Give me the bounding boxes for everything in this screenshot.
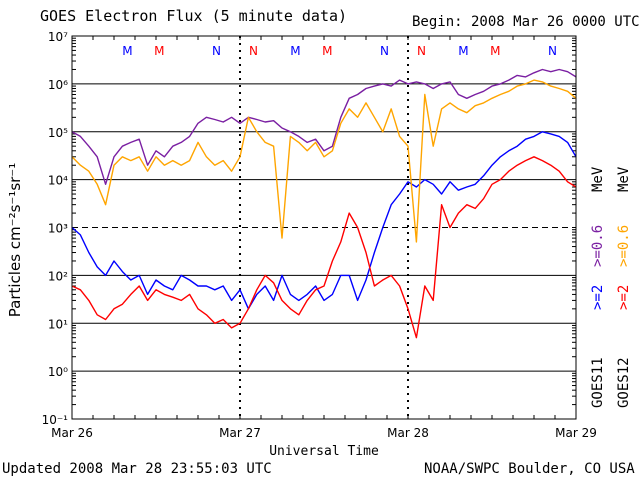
- plot-frame: [71, 35, 577, 420]
- mn-marker: N: [212, 44, 221, 58]
- x-tick-label: Mar 26: [51, 426, 93, 440]
- y-tick-label: 10⁴: [48, 174, 68, 188]
- chart-title: GOES Electron Flux (5 minute data): [40, 7, 348, 25]
- legend: >=2 >=0.6 MeV >=2 >=0.6 MeV GOES11 GOES1…: [590, 166, 632, 408]
- series-line-1: [71, 68, 577, 186]
- series-layer: [71, 68, 577, 339]
- mn-marker: M: [490, 44, 500, 58]
- y-tick-label: 10²: [48, 269, 68, 283]
- mn-marker: N: [249, 44, 258, 58]
- y-axis-label: Particles cm⁻²s⁻¹sr⁻¹: [6, 163, 24, 317]
- series-line-3: [71, 79, 577, 243]
- legend-goes11-label: GOES11: [590, 357, 606, 408]
- y-tick-labels: 10⁻¹ 10⁰ 10¹ 10² 10³ 10⁴ 10⁵ 10⁶ 10⁷: [42, 30, 69, 427]
- y-tick-label: 10³: [48, 222, 68, 236]
- day-boundaries: [71, 36, 556, 419]
- mn-marker: M: [154, 44, 164, 58]
- mn-marker: M: [122, 44, 132, 58]
- y-tick-label: 10¹: [48, 317, 68, 331]
- y-tick-label: 10⁶: [48, 78, 68, 92]
- grid-layer: [72, 37, 576, 406]
- series-line-2: [71, 156, 577, 339]
- mn-marker: M: [322, 44, 332, 58]
- updated-timestamp: Updated 2008 Mar 28 23:55:03 UTC: [2, 461, 272, 477]
- credit-line: NOAA/SWPC Boulder, CO USA: [424, 461, 635, 477]
- x-tick-label: Mar 27: [219, 426, 261, 440]
- y-tick-label: 10⁵: [48, 126, 68, 140]
- mn-marker: N: [417, 44, 426, 58]
- y-tick-label: 10⁰: [48, 365, 68, 379]
- legend-goes12-ge06: >=0.6: [616, 225, 632, 267]
- y-tick-label: 10⁻¹: [42, 413, 69, 427]
- series-line-0: [71, 131, 577, 310]
- x-tick-labels: Mar 26 Mar 27 Mar 28 Mar 29: [51, 426, 597, 440]
- begin-date: Begin: 2008 Mar 26 0000 UTC: [412, 14, 640, 30]
- y-tick-label: 10⁷: [48, 30, 68, 44]
- mn-marker: M: [290, 44, 300, 58]
- legend-goes11-ge2: >=2: [590, 285, 606, 310]
- legend-goes12-unit: MeV: [616, 166, 632, 192]
- mn-marker: N: [548, 44, 557, 58]
- x-axis-label: Universal Time: [269, 444, 379, 459]
- legend-goes11-ge06: >=0.6: [590, 225, 606, 267]
- x-tick-label: Mar 28: [387, 426, 429, 440]
- mn-marker: M: [458, 44, 468, 58]
- mn-marker: N: [380, 44, 389, 58]
- legend-goes11-unit: MeV: [590, 166, 606, 192]
- legend-goes12-ge2: >=2: [616, 285, 632, 310]
- legend-goes12-label: GOES12: [616, 357, 632, 408]
- x-tick-label: Mar 29: [555, 426, 597, 440]
